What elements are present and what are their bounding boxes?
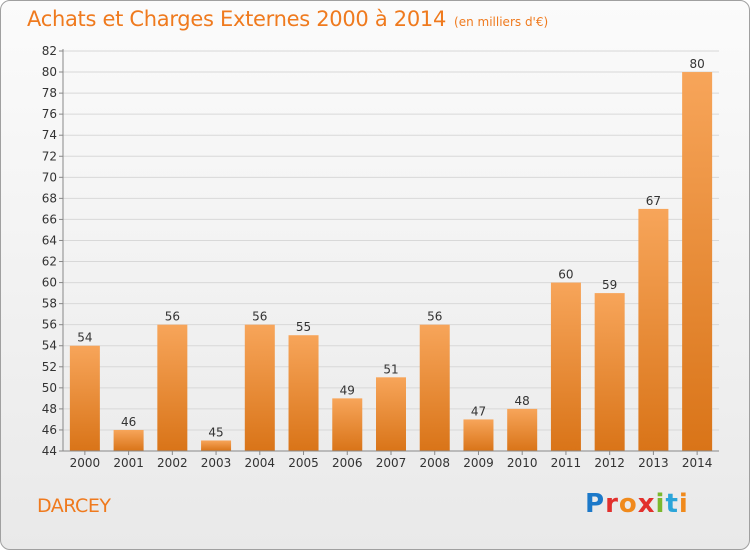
y-tick-label: 48 [42,402,57,416]
y-tick-label: 72 [42,149,57,163]
x-tick-label: 2011 [551,456,582,470]
bar [376,377,406,451]
x-tick-label: 2005 [288,456,319,470]
bar [594,293,625,451]
data-label: 56 [427,310,442,324]
data-label: 46 [121,415,136,429]
y-tick-label: 52 [42,360,57,374]
y-tick-label: 66 [42,212,57,226]
data-label: 48 [515,394,530,408]
data-label: 51 [383,362,398,376]
x-tick-label: 2000 [70,456,101,470]
y-tick-label: 58 [42,297,57,311]
place-name: DARCEY [37,495,111,517]
y-tick-label: 62 [42,255,57,269]
bar [69,345,100,451]
y-tick-label: 50 [42,381,57,395]
y-tick-label: 74 [42,128,57,142]
bar [201,440,232,451]
x-tick-label: 2006 [332,456,363,470]
bar [550,282,581,451]
bar [288,335,319,451]
x-tick-label: 2004 [245,456,276,470]
y-tick-label: 76 [42,107,57,121]
bar [157,324,188,451]
data-label: 45 [208,425,223,439]
data-label: 67 [646,194,661,208]
bar [244,324,275,451]
bar [113,429,144,451]
y-tick-label: 70 [42,170,57,184]
x-tick-label: 2009 [463,456,494,470]
bar [463,419,494,451]
bars: 54 46 56 45 56 55 49 51 56 47 48 60 59 67 80 [69,57,713,451]
data-label: 55 [296,320,311,334]
proxiti-logo[interactable]: Proxiti [585,489,689,519]
y-tick-label: 60 [42,276,57,290]
data-label: 56 [165,310,180,324]
bar [419,324,450,451]
y-tick-label: 46 [42,423,57,437]
y-tick-label: 82 [42,44,57,58]
x-tick-label: 2007 [376,456,407,470]
axes: 44 46 48 50 52 54 56 58 60 62 64 66 68 70 72 74 76 78 80 82… [42,44,719,470]
y-tick-label: 68 [42,191,57,205]
data-label: 49 [340,383,355,397]
data-label: 59 [602,278,617,292]
y-tick-label: 64 [42,233,57,247]
chart-title-text: Achats et Charges Externes 2000 à 2014 [27,7,447,31]
data-label: 80 [689,57,704,71]
chart-subtitle: (en milliers d'€) [454,15,549,29]
data-label: 60 [558,268,573,282]
x-tick-label: 2013 [638,456,669,470]
bar [682,72,713,451]
x-tick-label: 2012 [594,456,625,470]
y-tick-label: 80 [42,65,57,79]
y-tick-label: 44 [42,444,57,458]
bar [638,208,669,451]
x-tick-label: 2008 [419,456,450,470]
chart-title: Achats et Charges Externes 2000 à 2014 (e… [27,7,548,31]
bar [507,408,538,451]
x-tick-label: 2001 [113,456,144,470]
x-tick-label: 2010 [507,456,538,470]
data-label: 56 [252,310,267,324]
x-tick-label: 2003 [201,456,232,470]
bar [332,398,363,451]
data-label: 54 [77,331,92,345]
x-tick-label: 2002 [157,456,188,470]
y-tick-label: 78 [42,86,57,100]
y-tick-label: 54 [42,339,57,353]
x-tick-label: 2014 [682,456,713,470]
data-label: 47 [471,404,486,418]
y-tick-label: 56 [42,318,57,332]
